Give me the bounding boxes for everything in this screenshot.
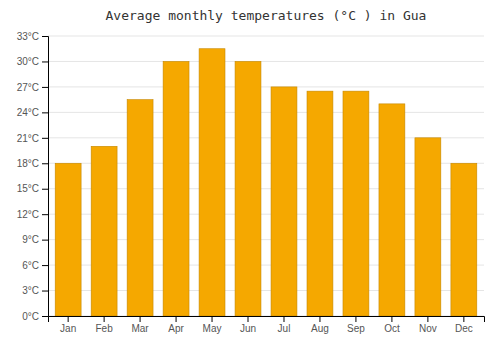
- y-tick: 6°C: [22, 260, 48, 271]
- y-tick-label: 12°C: [17, 209, 39, 220]
- title: Average monthly temperatures (°C ) in Gu…: [106, 8, 427, 23]
- y-tick-mark: [42, 265, 48, 266]
- x-tick-label: Mar: [131, 323, 149, 334]
- y-tick-label: 6°C: [22, 260, 39, 271]
- x-tick-label: Jan: [60, 323, 76, 334]
- grid-line: [48, 36, 484, 37]
- y-tick: 9°C: [22, 234, 48, 245]
- x-tick: Sep: [347, 316, 365, 334]
- y-tick: 15°C: [17, 183, 48, 194]
- x-tick-mark: [391, 316, 392, 322]
- y-tick: 3°C: [22, 285, 48, 296]
- x-axis-line: [49, 317, 485, 323]
- x-tick-mark: [463, 316, 464, 322]
- y-tick-label: 15°C: [17, 183, 39, 194]
- y-tick-label: 9°C: [22, 234, 39, 245]
- x-tick-label: Sep: [347, 323, 365, 334]
- y-tick-label: 27°C: [17, 82, 39, 93]
- y-tick-mark: [42, 291, 48, 292]
- grid-line: [48, 112, 484, 113]
- x-tick-mark: [283, 316, 284, 322]
- y-tick: 12°C: [17, 209, 48, 220]
- x-tick-mark: [355, 316, 356, 322]
- bar: [127, 100, 153, 316]
- x-tick: Jul: [278, 316, 291, 334]
- bar: [451, 163, 477, 316]
- y-tick-mark: [42, 214, 48, 215]
- bar: [163, 61, 189, 316]
- x-tick-mark: [427, 316, 428, 322]
- x-tick-label: Aug: [311, 323, 329, 334]
- grid: [48, 36, 484, 316]
- x-tick-label: Feb: [96, 323, 114, 334]
- x-tick-label: May: [203, 323, 222, 334]
- y-tick: 27°C: [17, 82, 48, 93]
- y-tick-mark: [42, 36, 48, 37]
- x-tick: Jun: [240, 316, 256, 334]
- x-tick-mark: [212, 316, 213, 322]
- x-tick-label: Jul: [278, 323, 291, 334]
- x-tick-label: Dec: [455, 323, 473, 334]
- y-axis: 0°C 3°C 6°C 9°C 12°C 15°C 18°C 21°C 24°C 27°C 30°C…: [17, 31, 49, 322]
- x-tick-mark: [176, 316, 177, 322]
- bar: [91, 146, 117, 316]
- x-tick-label: Apr: [168, 323, 184, 334]
- x-tick: Mar: [131, 316, 149, 334]
- y-tick-label: 30°C: [17, 56, 39, 67]
- x-tick-label: Oct: [384, 323, 400, 334]
- grid-line: [48, 86, 484, 87]
- x-tick-mark: [68, 316, 69, 322]
- bars: [55, 49, 477, 316]
- bar: [235, 61, 261, 316]
- x-tick: Feb: [96, 316, 114, 334]
- bar: [307, 91, 333, 316]
- y-tick-mark: [42, 240, 48, 241]
- y-tick-label: 18°C: [17, 158, 39, 169]
- x-tick: Apr: [168, 316, 184, 334]
- x-tick-label: Nov: [419, 323, 437, 334]
- x-tick-mark: [319, 316, 320, 322]
- x-tick: May: [203, 316, 222, 334]
- bar: [55, 163, 81, 316]
- bar: [271, 87, 297, 316]
- y-tick: 0°C: [22, 311, 48, 322]
- bar: [199, 49, 225, 316]
- x-tick: Oct: [384, 316, 400, 334]
- y-tick-mark: [42, 316, 48, 317]
- y-tick-mark: [42, 189, 48, 190]
- y-tick-label: 3°C: [22, 285, 39, 296]
- y-tick-mark: [42, 61, 48, 62]
- x-axis: Jan Feb Mar Apr May Jun Jul Aug Sep Oct Nov Dec: [49, 316, 485, 334]
- y-tick-mark: [42, 87, 48, 88]
- y-tick-label: 21°C: [17, 133, 39, 144]
- y-tick: 24°C: [17, 107, 48, 118]
- bar: [343, 91, 369, 316]
- x-tick-label: Jun: [240, 323, 256, 334]
- y-tick: 33°C: [17, 31, 48, 42]
- y-tick: 18°C: [17, 158, 48, 169]
- grid-line: [48, 61, 484, 62]
- x-tick: Nov: [419, 316, 437, 334]
- bar: [379, 104, 405, 316]
- y-tick: 30°C: [17, 56, 48, 67]
- x-tick: Dec: [455, 316, 473, 334]
- x-tick-mark: [248, 316, 249, 322]
- x-tick-mark: [104, 316, 105, 322]
- y-tick-label: 0°C: [22, 311, 39, 322]
- y-axis-line: [42, 37, 49, 317]
- y-tick-mark: [42, 112, 48, 113]
- y-tick-mark: [42, 163, 48, 164]
- x-tick: Aug: [311, 316, 329, 334]
- chart: 0°C 3°C 6°C 9°C 12°C 15°C 18°C 21°C 24°C 27°C 30°C…: [0, 0, 500, 350]
- y-tick-label: 33°C: [17, 31, 39, 42]
- y-tick-mark: [42, 138, 48, 139]
- x-tick: Jan: [60, 316, 76, 334]
- y-tick-label: 24°C: [17, 107, 39, 118]
- x-tick-mark: [140, 316, 141, 322]
- y-tick: 21°C: [17, 133, 48, 144]
- bar: [415, 138, 441, 316]
